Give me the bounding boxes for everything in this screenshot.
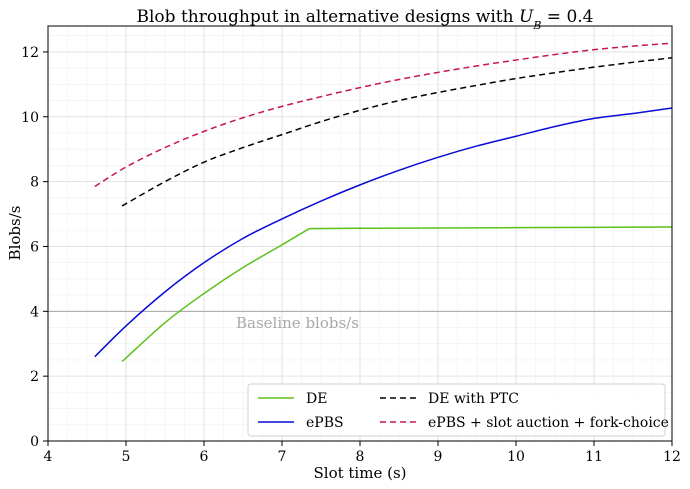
series-line-de <box>121 226 673 363</box>
x-tick-label: 7 <box>278 449 287 465</box>
y-tick-label: 6 <box>30 239 39 255</box>
legend-box <box>247 383 666 437</box>
y-tick-label: 8 <box>30 175 39 191</box>
legend-label-de-ptc: DE with PTC <box>428 391 519 407</box>
x-tick-label: 10 <box>507 449 525 465</box>
x-tick-label: 4 <box>44 449 53 465</box>
x-tick-label: 8 <box>356 449 365 465</box>
baseline-label: Baseline blobs/s <box>236 314 359 332</box>
y-tick-label: 12 <box>21 45 39 61</box>
y-tick-label: 10 <box>21 110 39 126</box>
y-tick-label: 0 <box>30 434 39 450</box>
x-axis-ticks: 4 5 6 7 8 9 10 11 12 <box>44 441 681 465</box>
series-line-de-ptc <box>121 57 673 207</box>
x-tick-label: 11 <box>585 449 603 465</box>
legend-label-epbs: ePBS <box>306 415 344 431</box>
legend-label-de: DE <box>306 391 327 407</box>
y-axis-ticks: 0 2 4 6 8 10 12 <box>21 45 48 450</box>
x-tick-label: 6 <box>200 449 209 465</box>
grid <box>47 26 673 442</box>
x-tick-label: 5 <box>122 449 131 465</box>
legend-label-epbs-auction: ePBS + slot auction + fork-choice <box>428 415 669 431</box>
x-axis-label: Slot time (s) <box>314 464 407 482</box>
legend: DE ePBS DE with PTC ePBS + slot auction … <box>247 383 669 437</box>
series-layer <box>94 42 673 363</box>
y-axis-label: Blobs/s <box>6 206 24 261</box>
y-tick-label: 4 <box>30 304 39 320</box>
series-line-epbs-auction <box>94 42 673 188</box>
x-tick-label: 9 <box>434 449 443 465</box>
x-tick-label: 12 <box>663 449 681 465</box>
chart-title: Blob throughput in alternative designs w… <box>137 7 594 32</box>
series-line-epbs <box>94 107 673 358</box>
y-tick-label: 2 <box>30 369 39 385</box>
